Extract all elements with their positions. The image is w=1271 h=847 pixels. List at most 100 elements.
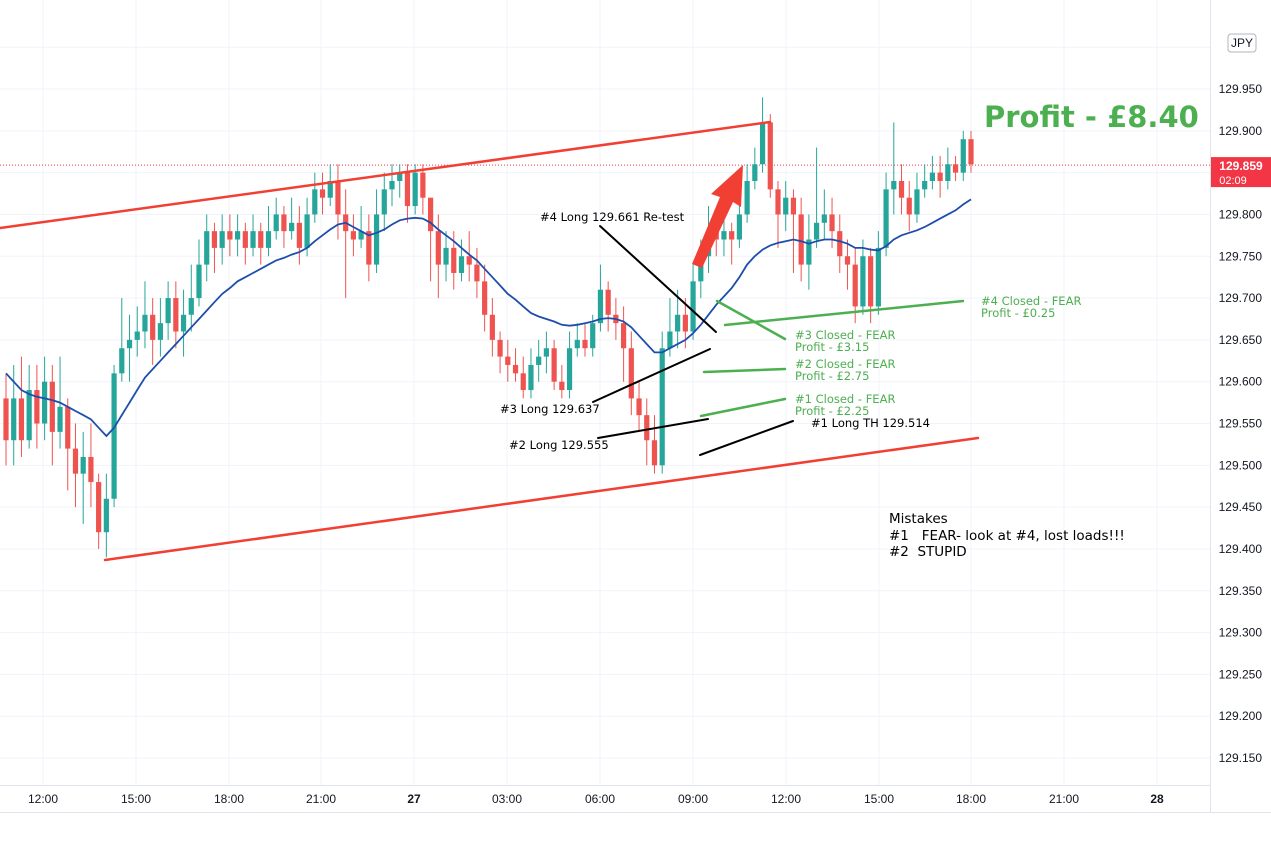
candle-body [80, 456, 86, 474]
currency-badge[interactable] [1227, 33, 1257, 53]
candle-body [852, 264, 858, 307]
time-tick-label: 15:00 [121, 792, 151, 806]
candle-body [235, 231, 241, 240]
candle-body [721, 231, 727, 240]
candle-body [126, 339, 133, 349]
price-tick-label: 129.950 [1219, 82, 1263, 96]
candle-body [327, 180, 333, 198]
candle-body [373, 214, 380, 265]
candle-body [335, 180, 341, 215]
close-2-title: #2 Closed - FEAR [795, 357, 895, 371]
candle-body [945, 164, 951, 181]
price-tick-label: 129.500 [1219, 458, 1263, 472]
time-tick-label: 18:00 [214, 792, 244, 806]
trade-4-pointer [599, 225, 717, 333]
time-tick-label: 18:00 [956, 792, 986, 806]
candle-body [844, 256, 851, 265]
time-tick-label: 28 [1150, 792, 1164, 806]
time-tick-label: 12:00 [771, 792, 801, 806]
candle-body [180, 314, 187, 332]
candle-body [883, 189, 889, 248]
candle-body [435, 231, 441, 265]
candle-body [775, 189, 781, 215]
price-axis-background [1210, 0, 1271, 812]
candle-body [536, 356, 542, 365]
close-3-line [715, 299, 787, 341]
price-tick-label: 129.700 [1219, 291, 1263, 305]
candle-body [250, 231, 256, 248]
candle-body [651, 440, 658, 466]
price-axis[interactable]: 129.950129.900129.850129.800129.750129.7… [1210, 0, 1271, 812]
candle-body [636, 398, 642, 416]
candle-body [914, 189, 920, 215]
candle-body [96, 482, 102, 533]
grid [0, 0, 1210, 785]
close-2-line [702, 367, 787, 374]
candle-body [428, 197, 434, 232]
close-1-title: #1 Closed - FEAR [795, 392, 895, 406]
candle-body [458, 256, 465, 273]
candle-body [875, 247, 881, 307]
candle-body [57, 406, 63, 432]
candle-body [860, 256, 866, 307]
candle-body [690, 281, 696, 332]
candle-body [644, 415, 650, 441]
channel-upper-line [0, 120, 772, 230]
close-1-line [699, 397, 787, 418]
time-axis[interactable]: 12:00 15:00 18:00 21:00 27 03:00 06:00 09:00 12:… [0, 785, 1271, 813]
candle-body [512, 364, 519, 374]
candle-body [783, 197, 789, 215]
profit-total-label: Profit - £8.40 [984, 100, 1199, 134]
candle-body [289, 222, 295, 232]
candle-body [358, 231, 364, 240]
candle-body [898, 180, 905, 198]
price-tick-label: 129.800 [1219, 207, 1263, 221]
candle-body [72, 448, 79, 474]
candle-body [837, 231, 843, 257]
trade-2-pointer [597, 418, 709, 439]
candle-body [412, 172, 418, 207]
candle-body [744, 180, 750, 215]
candle-body [242, 231, 248, 248]
candle-body [420, 172, 426, 198]
candle-body [868, 256, 874, 307]
close-4-line [723, 299, 965, 327]
candle-body [952, 164, 959, 173]
up-arrow-icon [692, 165, 743, 268]
price-tick-label: 129.150 [1219, 751, 1263, 765]
candle-body [582, 339, 588, 349]
price-tick-label: 129.550 [1219, 417, 1263, 431]
candle-body [188, 298, 194, 315]
mistake-1: #1 FEAR- look at #4, lost loads!!! [889, 528, 1125, 544]
candle-body [34, 390, 40, 424]
ema-line [5, 198, 972, 438]
candle-body [273, 214, 279, 232]
candle-body [49, 381, 55, 432]
candle-body [767, 122, 773, 190]
close-3-profit: Profit - £3.15 [795, 340, 869, 354]
candle-body [489, 314, 495, 340]
time-tick-label: 15:00 [864, 792, 894, 806]
price-tick-label: 129.900 [1219, 124, 1263, 138]
candle-body [389, 180, 395, 190]
candle-body [474, 264, 480, 282]
candle-body [628, 348, 634, 399]
candle-body [319, 189, 326, 198]
candle-body [350, 231, 356, 240]
candle-body [559, 381, 565, 391]
candle-body [466, 256, 472, 265]
candle-body [659, 348, 665, 466]
candle-body [451, 247, 457, 273]
candle-body [204, 231, 210, 265]
candle-body [42, 381, 48, 424]
candle-body [929, 172, 935, 181]
candle-body [621, 323, 627, 349]
candle-body [265, 231, 272, 248]
trade-label-1: #1 Long TH 129.514 [811, 416, 930, 430]
candle-body [103, 498, 109, 533]
time-axis-labels: 12:00 15:00 18:00 21:00 27 03:00 06:00 09:00 12:… [28, 792, 1164, 806]
candle-body [304, 214, 310, 248]
candle-body [381, 189, 387, 215]
candle-body [821, 214, 827, 223]
